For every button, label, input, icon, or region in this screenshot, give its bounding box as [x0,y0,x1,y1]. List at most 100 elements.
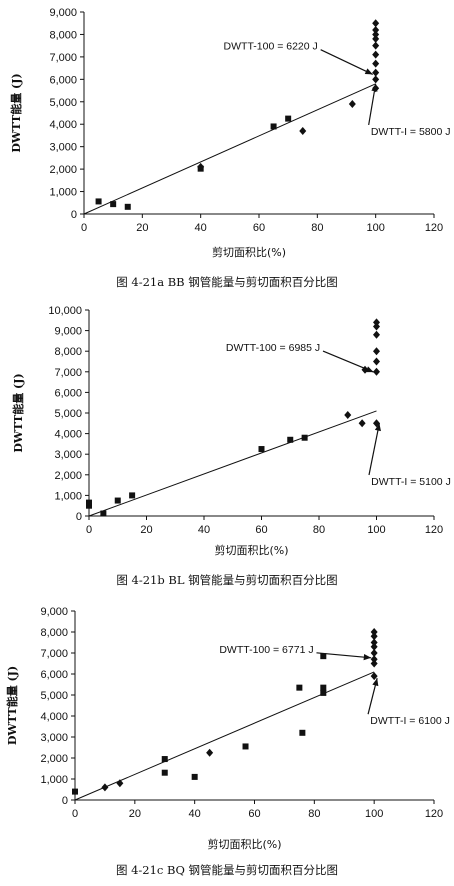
x-tick-label: 120 [425,222,443,234]
data-point-square [124,203,131,210]
data-point-diamond [116,779,124,788]
annotation-label: DWTT-100 = 6771 J [219,644,313,656]
y-tick-label: 1,000 [40,774,68,786]
x-tick-label: 0 [86,524,92,536]
x-tick-label: 100 [365,808,383,820]
x-tick-label: 40 [189,808,201,820]
y-tick-label: 1,000 [54,490,82,502]
data-point-diamond [372,19,380,28]
data-point-square [161,756,168,763]
y-tick-label: 2,000 [40,753,68,765]
data-point-square [320,684,327,691]
trend-line [88,410,377,517]
data-point-diamond [372,68,380,77]
annotation-arrow-line [320,49,374,75]
x-axis-label: 剪切面积比(%) [214,543,288,557]
x-axis-label: 剪切面积比(%) [207,837,281,851]
y-tick-label: 9,000 [54,326,82,338]
x-tick-label: 20 [136,222,148,234]
annotation-arrow-line [368,423,380,476]
data-point-diamond [344,411,352,420]
y-tick-label: 3,000 [49,142,77,154]
y-tick-label: 0 [71,209,77,221]
x-tick-label: 0 [72,808,78,820]
x-axis-label: 剪切面积比(%) [212,245,286,259]
y-tick-label: 5,000 [54,408,82,420]
figure-caption: 图 4-21a BB 钢管能量与剪切面积百分比图 [116,275,338,289]
data-point-diamond [370,638,378,647]
data-point-diamond [370,632,378,641]
y-tick-label: 0 [76,511,82,523]
y-tick-label: 4,000 [40,711,68,723]
y-axis-label: DWTT能量 (J) [9,73,23,152]
y-tick-label: 8,000 [40,627,68,639]
figure-caption: 图 4-21c BQ 钢管能量与剪切面积百分比图 [116,863,338,877]
data-point-square [114,497,121,504]
data-point-diamond [373,322,380,331]
data-point-square [191,773,198,780]
data-point-diamond [370,655,378,664]
data-point-square [301,434,308,441]
data-point-square [72,788,78,795]
y-tick-label: 6,000 [54,387,82,399]
x-tick-label: 40 [195,222,207,234]
data-point-square [161,769,168,776]
y-tick-label: 3,000 [54,449,82,461]
data-point-square [110,201,117,208]
x-tick-label: 120 [425,524,443,536]
data-point-diamond [372,59,380,68]
y-tick-label: 9,000 [49,7,77,19]
x-tick-label: 20 [129,808,141,820]
trend-line [83,83,376,215]
data-point-diamond [372,25,380,34]
data-point-diamond [299,126,307,135]
x-tick-label: 80 [313,524,325,536]
annotation-arrow-line [316,652,372,659]
y-axis-label: DWTT能量 (J) [5,666,19,745]
y-tick-label: 0 [62,795,68,807]
data-point-diamond [370,672,378,681]
y-axis-label: DWTT能量 (J) [11,373,25,452]
data-point-square [287,436,294,443]
annotation-label: DWTT-I = 6100 J [370,715,450,727]
data-point-square [299,729,306,736]
data-point-square [320,653,327,660]
chart-bb: 0 20 40 60 80 100 120 0 1,000 2,000 3,000 4,000 5,00… [9,7,451,289]
annotation-arrowhead [371,83,378,92]
x-tick-label: 100 [366,222,384,234]
data-point-square [258,446,265,453]
annotation-arrowhead [365,366,374,373]
data-point-diamond [373,318,380,327]
annotation-label: DWTT-I = 5100 J [371,476,451,488]
y-tick-label: 2,000 [54,470,82,482]
annotation-label: DWTT-I = 5800 J [371,126,451,138]
x-tick-label: 60 [248,808,260,820]
x-tick-label: 60 [253,222,265,234]
y-tick-label: 6,000 [49,74,77,86]
annotation-arrowhead [374,423,381,432]
y-tick-label: 1,000 [49,187,77,199]
data-point-square [95,198,102,205]
y-tick-label: 4,000 [49,119,77,131]
data-point-square [86,502,92,509]
chart-bl: 0 20 40 60 80 100 120 0 1,000 2,000 3,000 4,000 5,00… [11,305,451,587]
data-point-square [296,684,303,691]
x-tick-label: 60 [255,524,267,536]
data-point-square [320,689,327,696]
data-point-diamond [373,330,380,339]
data-point-diamond [372,75,380,84]
data-point-diamond [101,783,109,792]
x-tick-label: 100 [367,524,385,536]
y-tick-label: 6,000 [40,669,68,681]
x-tick-label: 120 [425,808,443,820]
data-point-diamond [370,659,378,668]
figure-caption: 图 4-21b BL 钢管能量与剪切面积百分比图 [116,573,337,587]
y-tick-label: 8,000 [49,29,77,41]
x-tick-label: 20 [140,524,152,536]
data-point-diamond [197,162,205,171]
x-tick-label: 80 [308,808,320,820]
data-point-square [285,115,292,122]
data-point-diamond [370,642,378,651]
chart-bq: 0 20 40 60 80 100 120 0 1,000 2,000 3,000 4,000 5,00… [5,606,450,877]
